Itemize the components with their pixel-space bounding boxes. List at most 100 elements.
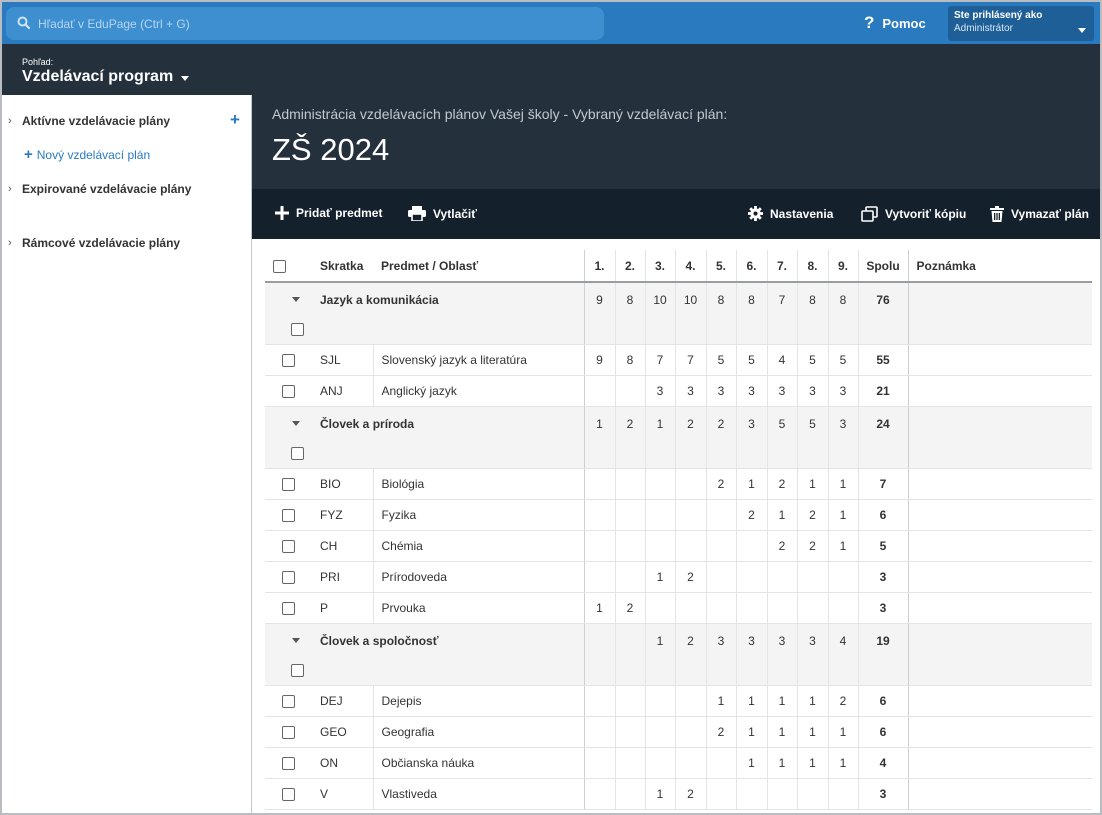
sidebar-item-frame-plans[interactable]: › Rámcové vzdelávacie plány — [8, 236, 180, 250]
grade-hours-cell[interactable]: 9 — [584, 344, 616, 376]
grade-hours-cell[interactable] — [828, 592, 859, 624]
grade-hours-cell[interactable]: 3 — [797, 623, 829, 686]
grade-hours-cell[interactable] — [645, 592, 676, 624]
grade-hours-cell[interactable] — [645, 468, 676, 500]
grade-hours-cell[interactable] — [675, 716, 707, 748]
add-subject-button[interactable]: Pridať predmet — [275, 206, 382, 220]
table-row[interactable]: SJL Slovenský jazyk a literatúra 9 8 7 7 5 5 4 5 5… — [265, 344, 1092, 376]
grade-hours-cell[interactable]: 2 — [615, 406, 646, 469]
table-row[interactable]: ON Občianska náuka 1 1 1 1 4 — [265, 747, 1092, 779]
grade-hours-cell[interactable]: 2 — [675, 623, 707, 686]
note-cell[interactable] — [908, 499, 1092, 531]
grade-hours-cell[interactable]: 2 — [675, 778, 707, 810]
grade-hours-cell[interactable]: 7 — [645, 344, 676, 376]
help-button[interactable]: ? Pomoc — [864, 13, 926, 33]
row-checkbox[interactable] — [282, 385, 295, 399]
grade-hours-cell[interactable]: 1 — [767, 747, 798, 779]
grade-hours-cell[interactable] — [584, 778, 616, 810]
grade-hours-cell[interactable]: 8 — [736, 282, 768, 345]
grade-hours-cell[interactable]: 1 — [767, 499, 798, 531]
grade-hours-cell[interactable] — [797, 778, 829, 810]
grade-hours-cell[interactable]: 3 — [736, 406, 768, 469]
print-button[interactable]: Vytlačiť — [408, 206, 477, 221]
grade-hours-cell[interactable] — [615, 468, 646, 500]
note-cell[interactable] — [908, 716, 1092, 748]
grade-hours-cell[interactable]: 2 — [767, 530, 798, 562]
row-checkbox[interactable] — [282, 478, 295, 492]
row-checkbox[interactable] — [282, 540, 295, 554]
row-checkbox[interactable] — [282, 602, 295, 616]
grade-hours-cell[interactable]: 4 — [767, 344, 798, 376]
grade-hours-cell[interactable] — [675, 685, 707, 717]
row-checkbox[interactable] — [282, 726, 295, 740]
grade-hours-cell[interactable]: 1 — [736, 468, 768, 500]
grade-hours-cell[interactable] — [645, 716, 676, 748]
grade-hours-cell[interactable]: 1 — [645, 561, 676, 593]
user-menu[interactable]: Ste prihlásený ako Administrátor — [948, 6, 1094, 41]
note-cell[interactable] — [908, 530, 1092, 562]
grade-hours-cell[interactable] — [767, 778, 798, 810]
grade-hours-cell[interactable]: 3 — [706, 623, 737, 686]
table-row[interactable]: BIO Biológia 2 1 2 1 1 7 — [265, 468, 1092, 500]
grade-hours-cell[interactable] — [706, 592, 737, 624]
sidebar-item-active-plans[interactable]: › Aktívne vzdelávacie plány — [8, 114, 170, 128]
note-cell[interactable] — [908, 623, 1092, 686]
col-grade[interactable]: 8. — [797, 250, 829, 283]
sidebar-item-expired-plans[interactable]: › Expirované vzdelávacie plány — [8, 182, 191, 196]
col-grade[interactable]: 9. — [828, 250, 859, 283]
grade-hours-cell[interactable]: 8 — [828, 282, 859, 345]
grade-hours-cell[interactable]: 1 — [645, 406, 676, 469]
add-plan-icon[interactable]: + — [230, 110, 240, 129]
grade-hours-cell[interactable] — [767, 561, 798, 593]
grade-hours-cell[interactable]: 2 — [615, 592, 646, 624]
grade-hours-cell[interactable]: 8 — [706, 282, 737, 345]
row-checkbox[interactable] — [282, 695, 295, 709]
grade-hours-cell[interactable]: 1 — [645, 778, 676, 810]
grade-hours-cell[interactable]: 3 — [767, 375, 798, 407]
grade-hours-cell[interactable]: 1 — [584, 592, 616, 624]
grade-hours-cell[interactable] — [706, 561, 737, 593]
grade-hours-cell[interactable] — [615, 716, 646, 748]
collapse-caret-icon[interactable] — [292, 421, 300, 426]
grade-hours-cell[interactable] — [797, 592, 829, 624]
grade-hours-cell[interactable]: 4 — [828, 623, 859, 686]
grade-hours-cell[interactable]: 5 — [828, 344, 859, 376]
row-checkbox[interactable] — [282, 571, 295, 585]
grade-hours-cell[interactable]: 1 — [706, 685, 737, 717]
row-checkbox[interactable] — [291, 447, 304, 460]
table-row[interactable]: ANJ Anglický jazyk 3 3 3 3 3 3 3 21 — [265, 375, 1092, 407]
row-checkbox[interactable] — [282, 757, 295, 771]
col-grade[interactable]: 2. — [615, 250, 646, 283]
note-cell[interactable] — [908, 344, 1092, 376]
grade-hours-cell[interactable]: 1 — [767, 685, 798, 717]
grade-hours-cell[interactable]: 2 — [706, 406, 737, 469]
grade-hours-cell[interactable] — [645, 685, 676, 717]
grade-hours-cell[interactable]: 10 — [675, 282, 707, 345]
new-plan-link[interactable]: + Nový vzdelávací plán — [24, 147, 150, 162]
grade-hours-cell[interactable]: 1 — [797, 747, 829, 779]
grade-hours-cell[interactable] — [706, 499, 737, 531]
col-grade[interactable]: 5. — [706, 250, 737, 283]
grade-hours-cell[interactable] — [615, 747, 646, 779]
grade-hours-cell[interactable]: 5 — [706, 344, 737, 376]
grade-hours-cell[interactable] — [645, 747, 676, 779]
grade-hours-cell[interactable]: 5 — [736, 344, 768, 376]
note-cell[interactable] — [908, 468, 1092, 500]
grade-hours-cell[interactable]: 5 — [797, 406, 829, 469]
search-box[interactable] — [6, 7, 604, 40]
grade-hours-cell[interactable] — [645, 530, 676, 562]
grade-hours-cell[interactable]: 1 — [797, 685, 829, 717]
grade-hours-cell[interactable]: 1 — [736, 747, 768, 779]
grade-hours-cell[interactable] — [645, 499, 676, 531]
col-sum[interactable]: Spolu — [858, 250, 909, 283]
grade-hours-cell[interactable] — [615, 623, 646, 686]
grade-hours-cell[interactable]: 8 — [615, 344, 646, 376]
grade-hours-cell[interactable]: 1 — [797, 468, 829, 500]
grade-hours-cell[interactable] — [675, 530, 707, 562]
grade-hours-cell[interactable]: 1 — [828, 747, 859, 779]
collapse-caret-icon[interactable] — [292, 638, 300, 643]
col-name[interactable]: Predmet / Oblasť — [373, 250, 585, 283]
grade-hours-cell[interactable]: 7 — [767, 282, 798, 345]
copy-button[interactable]: Vytvoriť kópiu — [861, 206, 966, 222]
settings-button[interactable]: Nastavenia — [748, 206, 833, 221]
